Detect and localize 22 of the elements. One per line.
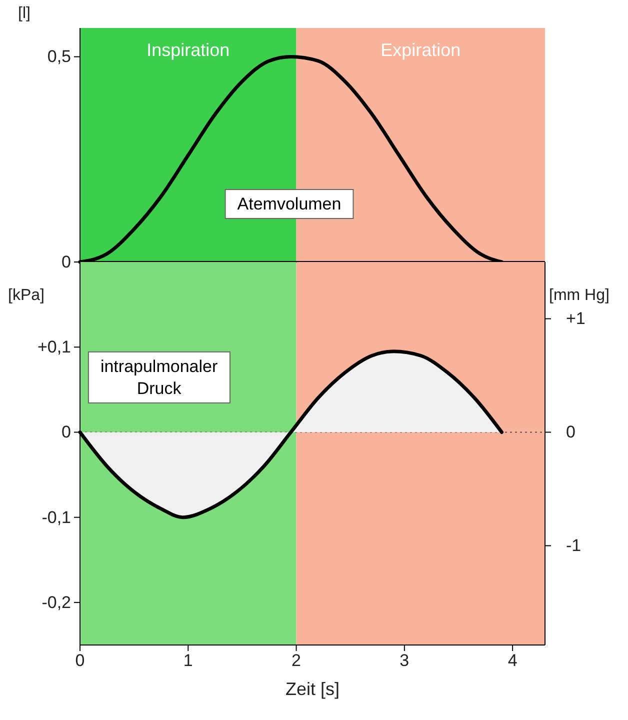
y-tick-label: 0 [62,422,71,442]
y2-tick-label: -1 [566,536,582,556]
band-label: Inspiration [146,40,230,60]
text: Atemvolumen [237,194,342,214]
y2-axis-title: [mm Hg] [549,287,610,304]
y-tick-label: -0,1 [42,508,71,527]
band-label: Expiration [380,40,461,60]
x-tick-label: 3 [400,651,410,670]
x-tick-label: 4 [508,651,518,670]
x-tick-label: 0 [75,651,85,670]
x-tick-label: 2 [292,651,302,670]
y-tick-label: 0 [62,252,71,272]
y-axis-title: [l] [18,5,30,22]
x-axis-title: Zeit [s] [285,679,340,699]
y-tick-label: +0,1 [37,338,71,357]
y2-tick-label: 0 [566,422,576,442]
y-tick-label: 0,5 [47,47,71,66]
text: intrapulmonaler Druck [100,356,218,398]
x-tick-label: 1 [183,651,193,670]
y2-tick-label: +1 [566,309,586,328]
y-tick-label: -0,2 [42,592,71,612]
y-axis-title: [kPa] [8,287,44,304]
